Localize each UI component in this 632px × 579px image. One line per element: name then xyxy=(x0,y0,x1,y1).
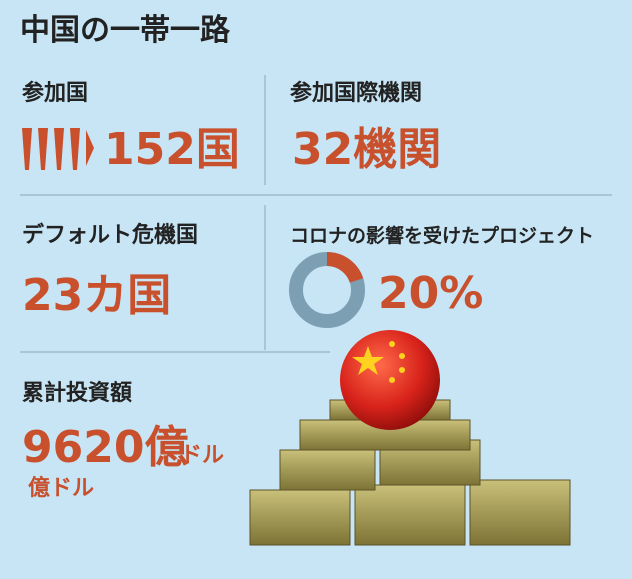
value: 20% xyxy=(378,268,483,319)
value: 32機関 xyxy=(292,124,441,175)
unit: ドル xyxy=(180,443,224,468)
money-stacks xyxy=(249,399,571,546)
dividers xyxy=(20,75,612,353)
value: 9620億 xyxy=(22,422,188,473)
value: 23カ国 xyxy=(22,270,171,321)
label: 参加国際機関 xyxy=(290,80,422,106)
unit: 億ドル xyxy=(28,475,94,501)
label: 参加国 xyxy=(22,80,88,106)
label: 累計投資額 xyxy=(22,380,132,406)
stars xyxy=(352,341,405,383)
value: 152国 xyxy=(104,124,240,175)
people-icon xyxy=(22,128,94,170)
donut-arc xyxy=(326,252,364,284)
label: デフォルト危機国 xyxy=(22,222,198,248)
label: コロナの影響を受けたプロジェクト xyxy=(290,224,594,247)
title: 中国の一帯一路 xyxy=(20,13,231,48)
